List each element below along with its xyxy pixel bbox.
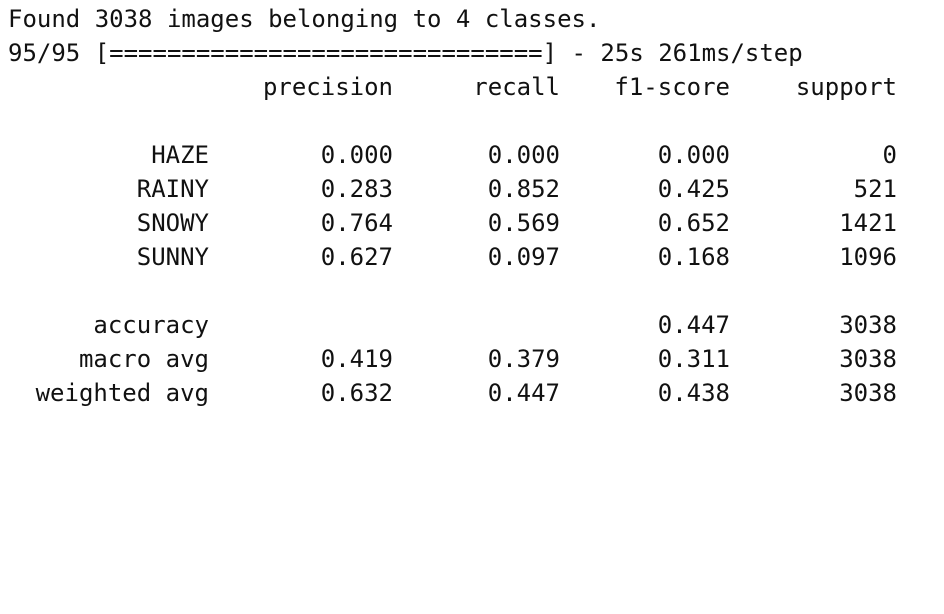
- row-label: weighted avg: [35, 379, 209, 407]
- report-row-sunny: SUNNY 0.627 0.097 0.168 1096: [8, 240, 944, 274]
- progress-line: 95/95 [==============================] -…: [8, 39, 803, 67]
- row-support: 3038: [839, 311, 897, 339]
- row-support: 3038: [839, 345, 897, 373]
- row-recall: 0.000: [487, 141, 560, 169]
- report-header-row: precision recall f1-score support: [8, 70, 944, 104]
- row-recall: 0.852: [487, 175, 560, 203]
- row-precision: 0.419: [320, 345, 393, 373]
- terminal-output: Found 3038 images belonging to 4 classes…: [8, 5, 944, 410]
- row-precision: 0.000: [320, 141, 393, 169]
- report-row-rainy: RAINY 0.283 0.852 0.425 521: [8, 172, 944, 206]
- row-recall: 0.379: [487, 345, 560, 373]
- row-label: SUNNY: [136, 243, 209, 271]
- row-recall: 0.569: [487, 209, 560, 237]
- report-row-haze: HAZE 0.000 0.000 0.000 0: [8, 138, 944, 172]
- row-precision: 0.627: [320, 243, 393, 271]
- blank-line: [8, 104, 944, 138]
- row-precision: 0.632: [320, 379, 393, 407]
- found-images-line: Found 3038 images belonging to 4 classes…: [8, 5, 601, 33]
- row-precision: 0.283: [320, 175, 393, 203]
- row-f1-score: 0.652: [657, 209, 730, 237]
- row-support: 3038: [839, 379, 897, 407]
- row-support: 521: [853, 175, 897, 203]
- row-precision: 0.764: [320, 209, 393, 237]
- row-label: HAZE: [151, 141, 209, 169]
- row-f1-score: 0.447: [657, 311, 730, 339]
- row-f1-score: 0.168: [657, 243, 730, 271]
- row-recall: 0.097: [487, 243, 560, 271]
- row-label: accuracy: [93, 311, 209, 339]
- row-f1-score: 0.425: [657, 175, 730, 203]
- row-f1-score: 0.311: [657, 345, 730, 373]
- row-label: RAINY: [136, 175, 209, 203]
- row-f1-score: 0.000: [657, 141, 730, 169]
- report-row-weighted-avg: weighted avg 0.632 0.447 0.438 3038: [8, 376, 944, 410]
- row-f1-score: 0.438: [657, 379, 730, 407]
- row-support: 0: [882, 141, 897, 169]
- header-support: support: [795, 73, 897, 101]
- header-recall: recall: [473, 73, 560, 101]
- row-label: SNOWY: [136, 209, 209, 237]
- row-support: 1096: [839, 243, 897, 271]
- row-support: 1421: [839, 209, 897, 237]
- report-row-snowy: SNOWY 0.764 0.569 0.652 1421: [8, 206, 944, 240]
- header-f1-score: f1-score: [614, 73, 730, 101]
- report-row-accuracy: accuracy 0.447 3038: [8, 308, 944, 342]
- row-recall: 0.447: [487, 379, 560, 407]
- header-precision: precision: [262, 73, 393, 101]
- blank-line: [8, 274, 944, 308]
- row-label: macro avg: [78, 345, 209, 373]
- report-row-macro-avg: macro avg 0.419 0.379 0.311 3038: [8, 342, 944, 376]
